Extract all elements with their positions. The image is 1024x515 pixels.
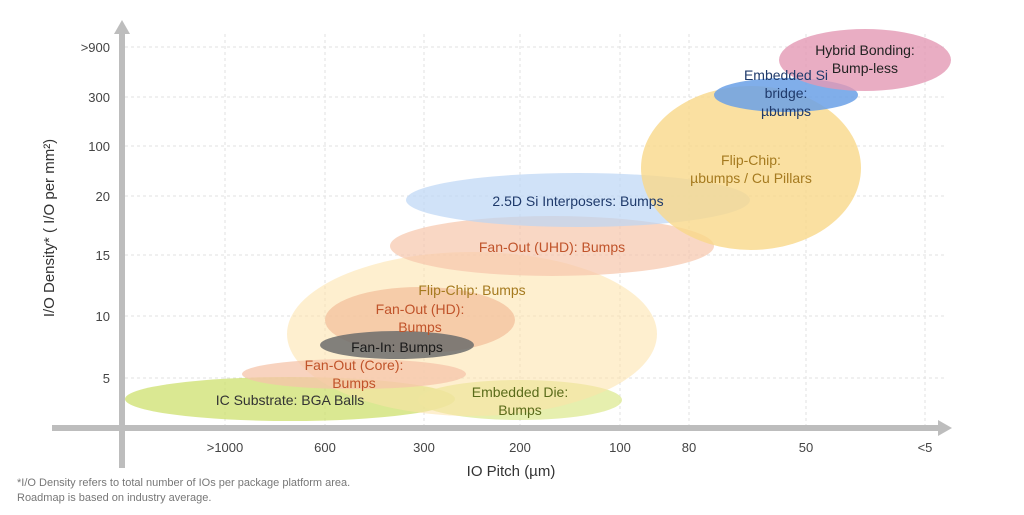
x-tick-label: 50 [799, 440, 813, 455]
region-label-fan-out-hd-bumps: Fan-Out (HD): Bumps [376, 301, 465, 335]
region-label-ic-substrate-bga-balls: IC Substrate: BGA Balls [216, 392, 365, 408]
region-hybrid-bonding-bump-less [779, 29, 951, 91]
y-tick-labels: 5 10 15 20 100 300 >900 [81, 40, 110, 386]
region-fan-out-uhd-bumps [390, 216, 714, 276]
y-tick-label: 300 [88, 90, 110, 105]
y-tick-label: 20 [96, 189, 110, 204]
axes [52, 20, 952, 468]
x-tick-label: 200 [509, 440, 531, 455]
y-axis-arrow [114, 20, 130, 34]
x-tick-label: 100 [609, 440, 631, 455]
region-label-embedded-si-bridge-bumps: Embedded Si bridge: µbumps [744, 67, 828, 119]
y-tick-label: 10 [96, 309, 110, 324]
y-axis-title: I/O Density* ( I/O per mm²) [41, 139, 58, 317]
region-label-flip-chip-bumps-cu-pillars: Flip-Chip: µbumps / Cu Pillars [690, 152, 812, 186]
footnote: *I/O Density refers to total number of I… [17, 476, 350, 506]
footnote-line-1: *I/O Density refers to total number of I… [17, 477, 351, 489]
region-fan-in-bumps [320, 331, 474, 359]
region-labels: IC Substrate: BGA Balls Embedded Die: Bump… [216, 42, 915, 418]
region-fan-out-core-bumps [242, 359, 466, 389]
x-tick-label: 600 [314, 440, 336, 455]
y-tick-label: >900 [81, 40, 110, 55]
x-tick-label: 80 [682, 440, 696, 455]
region-label-fan-out-core-bumps: Fan-Out (Core): Bumps [305, 357, 404, 391]
y-tick-label: 5 [103, 371, 110, 386]
x-tick-label: 300 [413, 440, 435, 455]
region-label-2-5d-si-interposers-bumps: 2.5D Si Interposers: Bumps [492, 193, 663, 209]
x-axis-title: IO Pitch (µm) [467, 463, 556, 480]
region-label-fan-out-uhd-bumps: Fan-Out (UHD): Bumps [479, 239, 625, 255]
region-label-flip-chip-bumps: Flip-Chip: Bumps [418, 282, 525, 298]
footnote-line-2: Roadmap is based on industry average. [17, 492, 212, 504]
x-tick-label: >1000 [207, 440, 244, 455]
y-tick-label: 15 [96, 248, 110, 263]
x-tick-label: <5 [918, 440, 933, 455]
region-label-hybrid-bonding-bump-less: Hybrid Bonding: Bump-less [815, 42, 915, 76]
region-label-embedded-die-bumps: Embedded Die: Bumps [472, 384, 569, 418]
y-tick-label: 100 [88, 139, 110, 154]
x-axis-arrow [938, 420, 952, 436]
region-flip-chip-bumps-cu-pillars [641, 86, 861, 250]
regions [125, 29, 951, 421]
x-tick-labels: >1000 600 300 200 100 80 50 <5 [207, 440, 933, 455]
region-label-fan-in-bumps: Fan-In: Bumps [351, 339, 443, 355]
